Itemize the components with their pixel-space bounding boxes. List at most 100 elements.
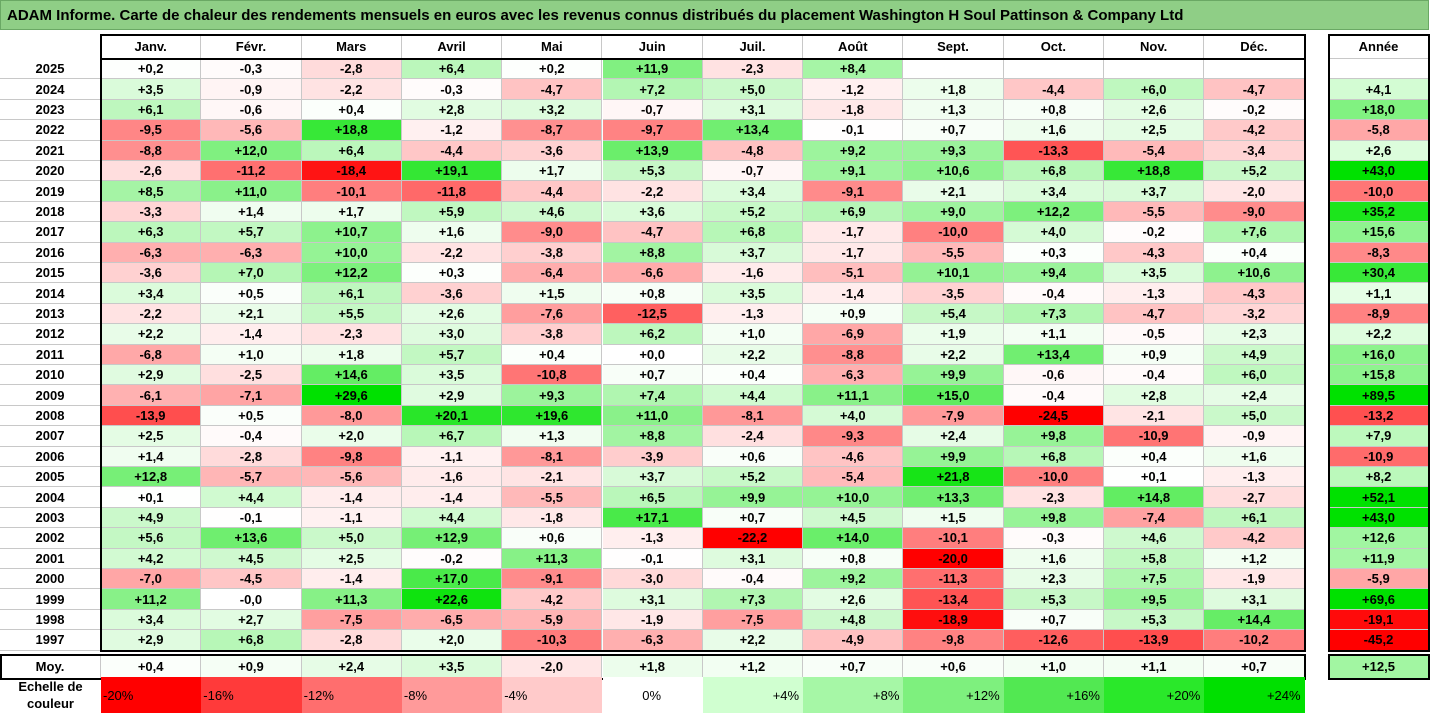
average-cell: +2,4 bbox=[301, 654, 402, 679]
scale-label: Echelle de couleur bbox=[18, 679, 83, 711]
annual-cell: -13,2 bbox=[1329, 405, 1429, 427]
heatmap-cell: +3,4 bbox=[702, 181, 804, 202]
heatmap-cell: +4,4 bbox=[702, 385, 804, 406]
heatmap-cell: -7,5 bbox=[702, 609, 804, 631]
heatmap-cell: -5,5 bbox=[502, 487, 603, 508]
heatmap-cell: -0,3 bbox=[401, 79, 503, 100]
heatmap-cell: +10,0 bbox=[301, 242, 402, 263]
annual-cell: +11,9 bbox=[1329, 548, 1429, 569]
heatmap-cell: +14,4 bbox=[1204, 609, 1305, 631]
heatmap-cell: +13,4 bbox=[1003, 344, 1104, 365]
heatmap-cell: +1,6 bbox=[1204, 446, 1305, 467]
heatmap-cell: -9,3 bbox=[803, 426, 904, 447]
heatmap-cell: -18,9 bbox=[903, 609, 1004, 631]
heatmap-cell: +1,6 bbox=[1003, 120, 1104, 141]
heatmap-cell: -4,7 bbox=[502, 79, 603, 100]
scale-swatch: +24% bbox=[1204, 677, 1305, 713]
heatmap-cell: -9,8 bbox=[903, 630, 1004, 651]
heatmap-cell: +3,6 bbox=[602, 201, 703, 223]
heatmap-cell: +9,1 bbox=[803, 161, 904, 182]
heatmap-cell: +0,1 bbox=[101, 487, 202, 508]
heatmap-cell: -2,8 bbox=[301, 630, 402, 651]
annual-cell: +89,5 bbox=[1329, 385, 1429, 406]
heatmap-cell: +2,9 bbox=[101, 630, 202, 651]
year-label: 2020 bbox=[0, 161, 101, 182]
heatmap-cell: +2,6 bbox=[803, 589, 904, 610]
heatmap-cell: +6,1 bbox=[1204, 507, 1305, 529]
annual-cell: -8,9 bbox=[1329, 303, 1429, 325]
heatmap-cell: -0,4 bbox=[1104, 365, 1205, 386]
heatmap-cell: +11,0 bbox=[201, 181, 302, 202]
heatmap-cell: -6,4 bbox=[502, 263, 603, 284]
heatmap-cell: +6,8 bbox=[1003, 446, 1104, 467]
heatmap-cell: -4,4 bbox=[502, 181, 603, 202]
heatmap-cell: +9,8 bbox=[1003, 507, 1104, 529]
heatmap-cell: +8,5 bbox=[101, 181, 202, 202]
heatmap-cell: -5,4 bbox=[1104, 140, 1205, 161]
year-label: 2001 bbox=[0, 548, 101, 569]
heatmap-cell: -7,0 bbox=[101, 569, 202, 590]
heatmap-cell: -0,2 bbox=[1104, 222, 1205, 243]
heatmap-cell: +1,6 bbox=[1003, 548, 1104, 569]
annual-cell: +52,1 bbox=[1329, 487, 1429, 508]
heatmap-cell: -2,5 bbox=[201, 365, 302, 386]
heatmap-cell: -3,4 bbox=[1204, 140, 1305, 161]
heatmap-cell: -8,8 bbox=[803, 344, 904, 365]
year-label: 2018 bbox=[0, 201, 101, 223]
heatmap-cell: -2,0 bbox=[1204, 181, 1305, 202]
heatmap-cell: +2,2 bbox=[702, 630, 804, 651]
heatmap-cell: +6,0 bbox=[1104, 79, 1205, 100]
scale-swatch: -16% bbox=[201, 677, 302, 713]
heatmap-cell: +1,1 bbox=[1003, 324, 1104, 345]
heatmap-cell: -2,2 bbox=[401, 242, 503, 263]
annual-cell: +43,0 bbox=[1329, 507, 1429, 529]
heatmap-cell: -3,2 bbox=[1204, 303, 1305, 325]
heatmap-cell: +4,8 bbox=[803, 609, 904, 631]
year-label: 2025 bbox=[0, 59, 101, 80]
heatmap-cell: +13,9 bbox=[602, 140, 703, 161]
heatmap-cell: +9,2 bbox=[803, 569, 904, 590]
heatmap-cell: +2,2 bbox=[702, 344, 804, 365]
heatmap-cell: -1,4 bbox=[803, 283, 904, 304]
heatmap-cell: -2,7 bbox=[1204, 487, 1305, 508]
heatmap-cell: -1,3 bbox=[602, 528, 703, 549]
heatmap-cell: -0,1 bbox=[803, 120, 904, 141]
heatmap-cell: -3,0 bbox=[602, 569, 703, 590]
heatmap-cell: -4,6 bbox=[803, 446, 904, 467]
heatmap-cell: -1,2 bbox=[401, 120, 503, 141]
heatmap-cell: +3,4 bbox=[1003, 181, 1104, 202]
heatmap-cell: +13,3 bbox=[903, 487, 1004, 508]
heatmap-cell: +11,0 bbox=[602, 405, 703, 427]
heatmap-cell: -9,0 bbox=[1204, 201, 1305, 223]
heatmap-cell: +10,6 bbox=[903, 161, 1004, 182]
heatmap-cell: +4,0 bbox=[803, 405, 904, 427]
heatmap-cell: -4,2 bbox=[1204, 120, 1305, 141]
heatmap-cell: -6,8 bbox=[101, 344, 202, 365]
heatmap-cell: +2,2 bbox=[101, 324, 202, 345]
heatmap-cell: +1,2 bbox=[1204, 548, 1305, 569]
heatmap-cell: -4,8 bbox=[702, 140, 804, 161]
heatmap-cell: +0,3 bbox=[401, 263, 503, 284]
heatmap-cell: -1,7 bbox=[803, 222, 904, 243]
heatmap-cell: -10,0 bbox=[1003, 467, 1104, 488]
heatmap-cell: -11,2 bbox=[201, 161, 302, 182]
heatmap-cell: +1,3 bbox=[502, 426, 603, 447]
heatmap-cell: +9,2 bbox=[803, 140, 904, 161]
heatmap-cell: -2,8 bbox=[301, 59, 402, 80]
average-cell: +0,4 bbox=[101, 654, 202, 679]
heatmap-cell: +3,7 bbox=[702, 242, 804, 263]
heatmap-cell: +9,3 bbox=[502, 385, 603, 406]
heatmap-cell: +5,3 bbox=[1003, 589, 1104, 610]
year-label: 2015 bbox=[0, 263, 101, 284]
heatmap-cell: +3,7 bbox=[602, 467, 703, 488]
month-header: Mai bbox=[502, 35, 603, 59]
heatmap-cell: -1,9 bbox=[602, 609, 703, 631]
average-cell: +1,0 bbox=[1003, 654, 1104, 679]
heatmap-cell: -4,9 bbox=[803, 630, 904, 651]
heatmap-cell: -1,8 bbox=[803, 99, 904, 121]
heatmap-cell: +2,0 bbox=[301, 426, 402, 447]
heatmap-cell: +5,5 bbox=[301, 303, 402, 325]
heatmap-cell: +7,2 bbox=[602, 79, 703, 100]
average-cell: +1,1 bbox=[1104, 654, 1205, 679]
heatmap-cell: -9,1 bbox=[502, 569, 603, 590]
